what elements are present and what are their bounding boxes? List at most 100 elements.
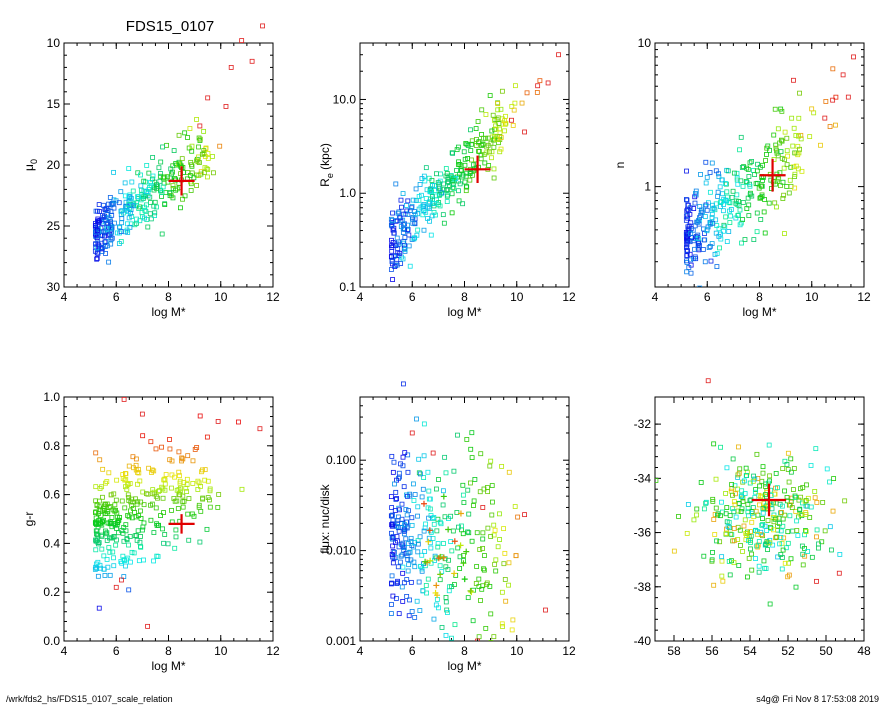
data-point [714, 538, 720, 544]
data-point [721, 228, 726, 234]
y-tick-label: 1.0 [339, 186, 356, 200]
data-point [754, 451, 760, 457]
y-axis-label: μ0 [22, 159, 39, 171]
data-point [123, 471, 129, 477]
data-point [392, 508, 398, 513]
data-point [188, 188, 194, 193]
data-point [722, 224, 728, 230]
data-point [118, 212, 124, 218]
data-point [151, 558, 156, 564]
data-point [396, 544, 402, 550]
data-point [757, 502, 762, 508]
data-point [144, 202, 149, 208]
data-point [149, 467, 155, 473]
data-point [195, 159, 201, 165]
data-point [730, 492, 735, 498]
data-point [760, 162, 765, 168]
data-point [812, 489, 818, 494]
data-point [830, 508, 836, 514]
data-point [479, 107, 485, 113]
data-point [731, 499, 737, 505]
data-point [688, 220, 694, 226]
data-point [763, 481, 769, 487]
data-point [441, 181, 447, 187]
data-point [389, 513, 395, 519]
data-point [671, 548, 677, 554]
data-point [397, 474, 402, 480]
data-point [742, 517, 748, 523]
data-point [693, 234, 699, 239]
data-point [684, 259, 690, 265]
data-point [780, 196, 786, 201]
data-point [461, 553, 466, 558]
data-point [729, 532, 735, 538]
data-point [428, 545, 434, 551]
data-point [388, 494, 394, 500]
data-point [449, 191, 455, 197]
data-point [211, 170, 216, 176]
data-point [148, 517, 154, 523]
x-tick-label: 10 [805, 290, 819, 304]
data-point [480, 530, 486, 536]
nucleus-point [461, 576, 468, 583]
scatter-points [655, 378, 848, 607]
data-point [513, 553, 519, 559]
data-point [684, 197, 690, 203]
data-point [103, 531, 109, 537]
data-point [756, 539, 762, 544]
data-point [684, 208, 690, 214]
data-point [161, 510, 166, 515]
galaxy-marker [168, 514, 195, 534]
data-point [449, 150, 455, 156]
data-point [138, 499, 144, 505]
data-point [828, 547, 834, 553]
data-point [448, 655, 452, 659]
data-point [398, 197, 404, 203]
data-point [731, 526, 737, 531]
data-point [123, 522, 129, 528]
data-point [775, 554, 781, 560]
data-point [107, 217, 113, 223]
data-point [511, 107, 517, 113]
data-point [389, 243, 394, 249]
data-point [417, 608, 423, 613]
x-axis-label: log M* [447, 305, 481, 319]
data-point [792, 493, 798, 499]
data-point [773, 470, 779, 476]
data-point [425, 576, 431, 582]
data-point [135, 499, 141, 505]
data-point [793, 509, 799, 514]
data-point [389, 581, 394, 587]
data-point [740, 217, 745, 222]
data-point [412, 615, 418, 620]
data-point [736, 563, 742, 568]
data-point [506, 560, 512, 566]
data-point [395, 210, 401, 216]
data-point [710, 549, 715, 555]
data-point [535, 83, 541, 89]
data-point [127, 224, 133, 230]
data-point [142, 215, 147, 221]
data-point [102, 511, 108, 517]
data-point [198, 508, 204, 514]
data-point [437, 577, 443, 583]
y-tick-label: 0.100 [326, 453, 356, 467]
data-point [390, 277, 395, 282]
data-point [723, 181, 729, 187]
data-point [798, 494, 804, 500]
data-point [731, 560, 737, 566]
data-point [503, 113, 508, 119]
data-point [735, 181, 741, 187]
data-point [710, 496, 716, 502]
data-point [752, 489, 758, 495]
data-point [405, 557, 411, 562]
data-point [433, 193, 439, 199]
data-point [780, 523, 786, 529]
data-point [138, 508, 143, 514]
data-point [751, 473, 757, 479]
data-point [709, 558, 715, 564]
scatter-points [92, 397, 263, 629]
data-point [728, 213, 733, 219]
data-point [762, 523, 768, 529]
data-point [700, 247, 706, 252]
